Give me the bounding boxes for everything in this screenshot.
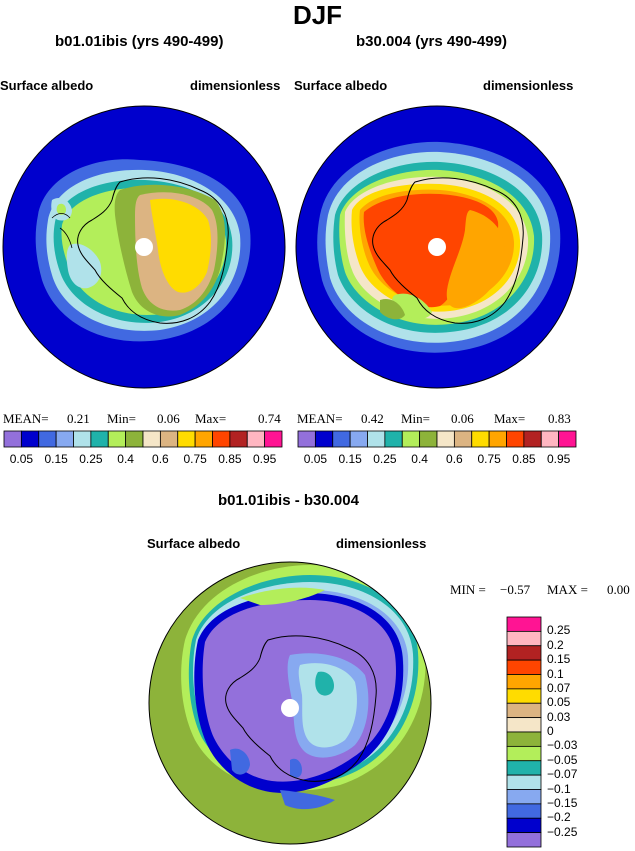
albedo-colorbar-panel1-labels: 0.05 0.15 0.25 0.4 0.6 0.75 0.85 0.95 xyxy=(4,452,282,468)
panel2-min-label: Min= xyxy=(401,411,431,426)
colorbar-box xyxy=(506,630,542,647)
panel2-variable-label: Surface albedo xyxy=(294,78,388,93)
colorbar-tick-label: 0.25 xyxy=(79,452,103,466)
panel2-max-value: 0.83 xyxy=(548,411,571,426)
colorbar-tick-label: 0.75 xyxy=(477,452,501,466)
colorbar-box xyxy=(506,789,542,805)
panel1-max-value: 0.74 xyxy=(258,411,281,426)
panel1-units-label: dimensionless xyxy=(190,78,281,93)
difference-units-label: dimensionless xyxy=(336,536,427,551)
colorbar-box xyxy=(506,774,542,790)
colorbar-tick-label: 0.6 xyxy=(152,452,169,466)
colorbar-box xyxy=(506,817,542,834)
colorbar-box xyxy=(506,745,542,762)
colorbar-tick-label: 0.4 xyxy=(117,452,134,466)
panel1-mean-value: 0.21 xyxy=(67,411,90,426)
colorbar-tick-label: 0 xyxy=(547,724,554,738)
colorbar-tick-label: 0.03 xyxy=(547,709,571,724)
colorbar-box xyxy=(506,832,542,848)
colorbar-tick-label: −0.25 xyxy=(547,824,578,839)
panel1-min-value: 0.06 xyxy=(157,411,180,426)
colorbar-tick-label: 0.95 xyxy=(546,452,571,466)
colorbar-tick-label: −0.05 xyxy=(547,752,578,767)
panel2-max-label: Max= xyxy=(494,411,526,426)
difference-max-label: MAX = xyxy=(547,582,588,597)
colorbar-tick-label: −0.07 xyxy=(547,767,578,782)
colorbar-tick-label: 0.25 xyxy=(373,452,397,466)
panel1-variable-label: Surface albedo xyxy=(0,78,94,93)
colorbar-box xyxy=(506,616,542,632)
figure-title: DJF xyxy=(292,0,343,30)
difference-variable-label: Surface albedo xyxy=(147,536,241,551)
colorbar-box xyxy=(264,430,283,448)
colorbar-tick-label: 0.05 xyxy=(303,452,328,466)
colorbar-box xyxy=(506,731,542,747)
colorbar-tick-label: 0.05 xyxy=(9,452,34,466)
colorbar-tick-label: 0.25 xyxy=(547,623,571,638)
albedo-colorbar-panel2 xyxy=(297,430,577,448)
colorbar-tick-label: 0.15 xyxy=(338,452,362,466)
colorbar-box xyxy=(506,674,542,690)
colorbar-box xyxy=(506,760,542,776)
colorbar-tick-label: −0.15 xyxy=(547,795,578,810)
colorbar-tick-label: 0.6 xyxy=(446,452,463,466)
panel2-min-value: 0.06 xyxy=(451,411,474,426)
panel2-units-label: dimensionless xyxy=(483,78,574,93)
colorbar-box xyxy=(506,645,542,661)
colorbar-tick-label: 0.2 xyxy=(547,637,564,652)
panel1-title: b01.01ibis (yrs 490-499) xyxy=(55,33,224,50)
colorbar-tick-label: 0.05 xyxy=(547,695,571,710)
albedo-colorbar-panel1 xyxy=(3,430,283,448)
colorbar-tick-label: 0.95 xyxy=(252,452,277,466)
colorbar-tick-label: 0.75 xyxy=(183,452,207,466)
panel2-title: b30.004 (yrs 490-499) xyxy=(356,33,507,50)
panel1-min-label: Min= xyxy=(107,411,137,426)
panel1-mean-label: MEAN= xyxy=(3,411,49,426)
colorbar-box xyxy=(506,803,542,819)
colorbar-tick-label: −0.1 xyxy=(547,781,571,796)
panel2-mean-label: MEAN= xyxy=(297,411,343,426)
colorbar-tick-label: −0.2 xyxy=(547,810,571,825)
difference-min-value: −0.57 xyxy=(500,582,531,597)
colorbar-box xyxy=(506,702,542,719)
colorbar-tick-label: 0.4 xyxy=(411,452,428,466)
panel2-mean-value: 0.42 xyxy=(361,411,384,426)
difference-panel-title: b01.01ibis - b30.004 xyxy=(218,492,359,509)
difference-max-value: 0.00 xyxy=(607,582,630,597)
difference-colorbar xyxy=(506,616,542,848)
colorbar-tick-label: 0.85 xyxy=(218,452,242,466)
colorbar-tick-label: 0.1 xyxy=(547,666,564,681)
colorbar-box xyxy=(558,430,577,448)
colorbar-box xyxy=(506,688,542,704)
colorbar-tick-label: −0.03 xyxy=(547,738,578,753)
colorbar-tick-label: 0.15 xyxy=(547,652,571,667)
difference-colorbar-labels: 0.25 0.2 0.15 0.1 0.07 0.05 0.03 0 −0.03 −0.05 −0.… xyxy=(547,617,627,847)
panel1-max-label: Max= xyxy=(195,411,227,426)
difference-min-label: MIN = xyxy=(450,582,486,597)
colorbar-tick-label: 0.07 xyxy=(547,680,571,695)
colorbar-tick-label: 0.85 xyxy=(512,452,536,466)
colorbar-tick-label: 0.15 xyxy=(44,452,68,466)
albedo-colorbar-panel2-labels: 0.05 0.15 0.25 0.4 0.6 0.75 0.85 0.95 xyxy=(298,452,576,468)
colorbar-box xyxy=(506,659,542,675)
colorbar-box xyxy=(506,717,542,733)
